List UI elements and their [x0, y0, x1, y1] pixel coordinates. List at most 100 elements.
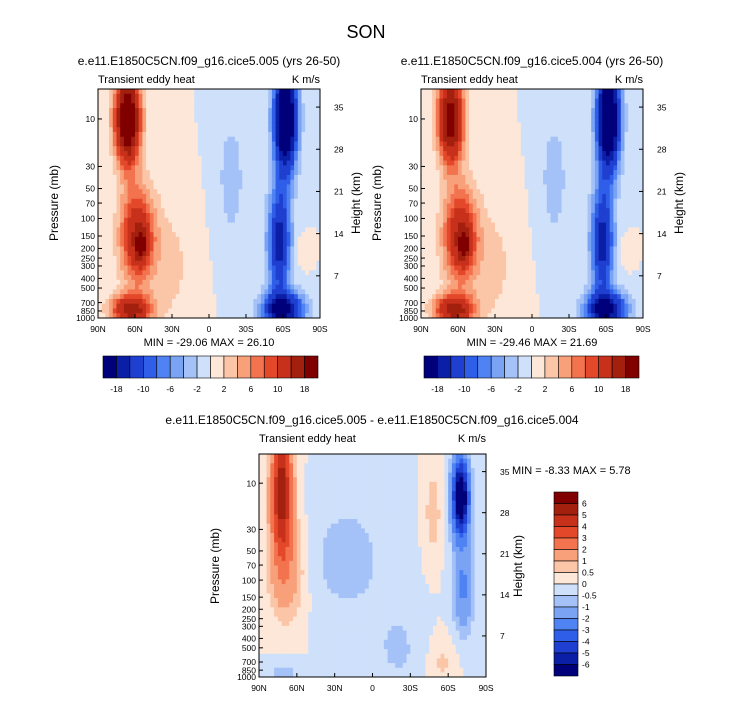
contour-cell: [109, 232, 114, 238]
contour-cell: [439, 265, 444, 271]
contour-cell: [421, 112, 426, 119]
contour-cell: [223, 213, 229, 219]
contour-cell: [268, 141, 273, 147]
contour-cell: [186, 117, 192, 123]
contour-cell: [465, 198, 470, 205]
contour-cell: [572, 222, 577, 228]
contour-cell: [472, 198, 478, 205]
contour-cell: [443, 303, 448, 310]
contour-cell: [131, 289, 136, 295]
contour-cell: [543, 189, 548, 195]
contour-cell: [275, 227, 280, 233]
contour-cell: [546, 189, 552, 195]
contour-cell: [565, 136, 570, 143]
contour-cell: [116, 284, 121, 290]
contour-cell: [458, 217, 463, 224]
contour-cell: [502, 179, 507, 186]
contour-cell: [123, 103, 129, 109]
contour-cell: [461, 222, 466, 228]
contour-cell: [197, 155, 203, 162]
contour-cell: [175, 232, 180, 238]
contour-cell: [234, 241, 240, 248]
contour-cell: [157, 284, 162, 290]
contour-cell: [246, 136, 251, 143]
contour-cell: [253, 112, 258, 119]
contour-cell: [539, 98, 544, 104]
contour-cell: [506, 270, 511, 276]
contour-cell: [432, 289, 437, 295]
contour-cell: [172, 255, 177, 262]
contour-cell: [428, 136, 433, 143]
contour-cell: [428, 270, 433, 276]
contour-cell: [249, 255, 254, 262]
contour-cell: [172, 236, 177, 243]
contour-cell: [123, 222, 129, 228]
contour-cell: [495, 279, 500, 286]
contour-cell: [286, 241, 291, 248]
contour-cell: [308, 308, 314, 314]
contour-cell: [498, 279, 503, 286]
contour-cell: [569, 189, 574, 195]
contour-cell: [101, 131, 106, 138]
contour-cell: [432, 89, 437, 95]
contour-cell: [205, 179, 210, 186]
contour-cell: [209, 217, 214, 224]
contour-cell: [495, 198, 500, 205]
contour-cell: [105, 117, 110, 123]
contour-cell: [175, 122, 180, 128]
contour-cell: [421, 89, 426, 95]
contour-cell: [290, 93, 295, 100]
contour-cell: [227, 136, 232, 143]
contour-cell: [271, 222, 277, 228]
contour-cell: [238, 198, 243, 205]
contour-cell: [458, 165, 463, 171]
contour-cell: [179, 203, 184, 209]
contour-cell: [308, 208, 314, 214]
contour-cell: [253, 289, 258, 295]
contour-cell: [316, 170, 320, 176]
contour-cell: [120, 112, 125, 119]
contour-cell: [487, 208, 492, 214]
contour-cell: [513, 117, 518, 123]
contour-cell: [271, 108, 277, 114]
contour-cell: [268, 284, 273, 290]
contour-cell: [160, 279, 166, 286]
contour-cell: [264, 284, 269, 290]
contour-cell: [480, 165, 485, 171]
colorbar-label: 2: [222, 384, 227, 394]
contour-cell: [283, 193, 288, 200]
contour-cell: [268, 193, 273, 200]
contour-cell: [509, 165, 515, 171]
contour-cell: [160, 222, 166, 228]
contour-cell: [294, 122, 299, 128]
contour-cell: [135, 265, 140, 271]
contour-cell: [443, 136, 448, 143]
contour-cell: [446, 260, 452, 267]
contour-cell: [242, 103, 247, 109]
contour-cell: [179, 151, 184, 157]
contour-cell: [264, 203, 269, 209]
contour-cell: [186, 265, 192, 271]
contour-cell: [554, 89, 559, 95]
contour-cell: [572, 117, 577, 123]
contour-cell: [209, 251, 214, 257]
contour-cell: [554, 279, 559, 286]
contour-cell: [550, 117, 555, 123]
contour-cell: [316, 108, 320, 114]
contour-cell: [428, 222, 433, 228]
contour-cell: [109, 289, 114, 295]
contour-cell: [216, 260, 221, 267]
contour-cell: [424, 165, 429, 171]
contour-cell: [120, 141, 125, 147]
contour-cell: [535, 112, 540, 119]
contour-cell: [257, 193, 262, 200]
contour-cell: [131, 198, 136, 205]
contour-cell: [227, 222, 232, 228]
contour-cell: [458, 213, 463, 219]
contour-cell: [109, 160, 114, 166]
contour-cell: [472, 246, 478, 252]
contour-cell: [550, 136, 555, 143]
contour-cell: [283, 127, 288, 133]
contour-cell: [443, 179, 448, 186]
contour-cell: [105, 151, 110, 157]
